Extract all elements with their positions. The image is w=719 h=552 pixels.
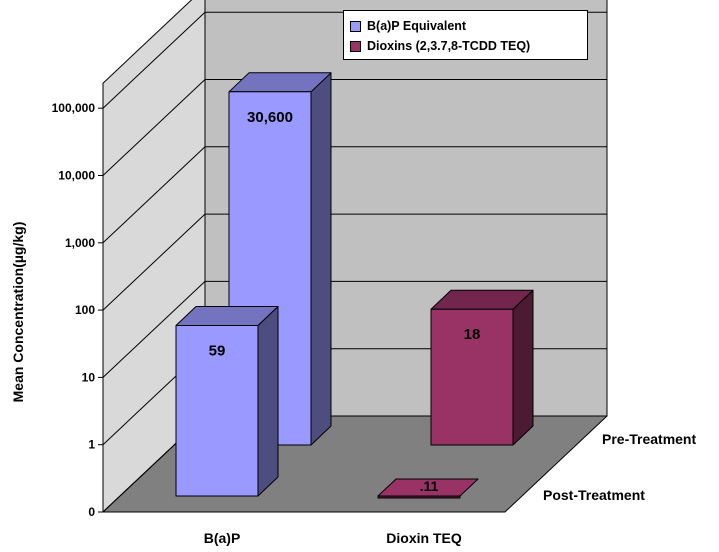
legend: B(a)P Equivalent Dioxins (2,3.7,8-TCDD T…	[343, 10, 588, 60]
legend-swatch-dioxins	[350, 40, 361, 52]
bar-side	[310, 72, 332, 446]
y-tick-label: 10,000	[58, 169, 95, 183]
bar-data-label: 18	[464, 326, 481, 343]
legend-swatch-bap	[350, 20, 361, 32]
depth-row-label: Pre-Treatment	[602, 431, 696, 447]
bar-data-label: 59	[209, 343, 226, 360]
bar-data-label: .11	[420, 478, 439, 494]
legend-item-dioxins: Dioxins (2,3.7,8-TCDD TEQ)	[350, 37, 530, 55]
y-tick-label: 1,000	[65, 236, 95, 250]
y-tick-label: 10	[82, 370, 96, 384]
depth-row-label: Post-Treatment	[543, 487, 645, 503]
legend-label-dioxins: Dioxins (2,3.7,8-TCDD TEQ)	[367, 39, 531, 53]
category-label: B(a)P	[204, 530, 241, 546]
bar-side	[257, 306, 279, 497]
bar-data-label: 30,600	[247, 109, 293, 126]
gridline	[102, 79, 607, 176]
y-tick-label: 1	[88, 438, 95, 452]
bar-side	[512, 289, 534, 446]
bar-front	[377, 495, 461, 499]
y-tick-label: 0	[88, 505, 95, 519]
gridline	[102, 280, 607, 378]
gridline	[102, 213, 607, 311]
y-tick-label: 100	[75, 303, 95, 317]
category-label: Dioxin TEQ	[386, 530, 462, 546]
y-axis-title: Mean Concentration(µg/kg)	[10, 222, 26, 403]
gridline	[102, 146, 607, 244]
bar-front	[430, 308, 514, 446]
y-tick-label: 100,000	[52, 101, 96, 115]
bar-front	[175, 325, 259, 497]
legend-item-bap: B(a)P Equivalent	[350, 17, 466, 35]
legend-label-bap: B(a)P Equivalent	[367, 19, 467, 33]
